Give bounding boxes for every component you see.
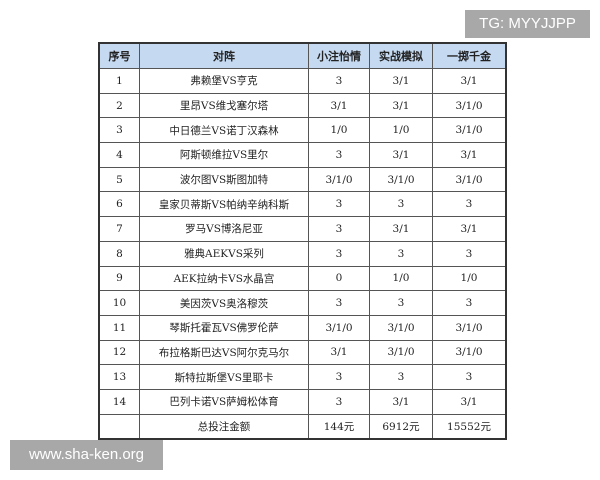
table-cell: 3/1: [369, 142, 433, 168]
table-cell: 12: [98, 339, 140, 366]
table-cell: 3: [308, 191, 370, 218]
table-row: 3 中日德兰VS诺丁汉森林 1/0 1/0 3/1/0: [98, 117, 507, 144]
table-cell: 3/1/0: [432, 117, 507, 144]
table-cell: 3/1/0: [308, 314, 370, 341]
table-cell: 5: [98, 166, 140, 193]
table-cell: 3/1: [369, 68, 433, 94]
table-cell: 巴列卡诺VS萨姆松体育: [139, 388, 309, 415]
column-header: 小注怡情: [308, 42, 370, 69]
table-cell: 3: [308, 388, 370, 415]
table-cell: 弗赖堡VS亨克: [139, 68, 309, 94]
column-header: 一掷千金: [432, 42, 507, 69]
table-row: 4 阿斯顿维拉VS里尔 3 3/1 3/1: [98, 142, 507, 168]
table-cell: 3/1: [432, 68, 507, 94]
table-cell: 13: [98, 364, 140, 390]
table-cell: 里昂VS维戈塞尔塔: [139, 92, 309, 119]
column-header: 实战模拟: [369, 42, 433, 69]
table-cell: 14: [98, 388, 140, 415]
table-cell: 3/1: [369, 388, 433, 415]
table-cell: 3: [308, 142, 370, 168]
table-row: 1 弗赖堡VS亨克 3 3/1 3/1: [98, 68, 507, 94]
table-cell: 3/1/0: [432, 339, 507, 366]
table-cell: 3/1/0: [432, 314, 507, 341]
table-cell: 1/0: [432, 265, 507, 292]
table-cell: 1: [98, 68, 140, 94]
column-header: 序号: [98, 42, 140, 69]
table-row: 7 罗马VS博洛尼亚 3 3/1 3/1: [98, 216, 507, 242]
table-row: 10 美因茨VS奥洛穆茨 3 3 3: [98, 290, 507, 316]
table-cell: 罗马VS博洛尼亚: [139, 216, 309, 242]
table-cell: 7: [98, 216, 140, 242]
table-cell: 2: [98, 92, 140, 119]
table-cell: 1/0: [369, 117, 433, 144]
table-cell: 6912元: [369, 413, 433, 440]
header-row: 序号 对阵 小注怡情 实战模拟 一掷千金: [98, 42, 507, 69]
bet-table: 序号 对阵 小注怡情 实战模拟 一掷千金 1 弗赖堡VS亨克 3 3/1 3/1 2 里昂VS维戈塞…: [98, 42, 507, 441]
table-cell: 美因茨VS奥洛穆茨: [139, 290, 309, 316]
table-cell: 3/1: [432, 216, 507, 242]
table-cell: 3: [369, 364, 433, 390]
table-cell: 144元: [308, 413, 370, 440]
site-watermark: www.sha-ken.org: [10, 440, 163, 470]
table-cell: 15552元: [432, 413, 507, 440]
table-cell: [98, 413, 140, 440]
table-cell: 3: [308, 216, 370, 242]
table-cell: 3: [432, 240, 507, 267]
table-cell: 3: [432, 290, 507, 316]
table-cell: 1/0: [308, 117, 370, 144]
table-cell: 3: [308, 364, 370, 390]
table-cell: 阿斯顿维拉VS里尔: [139, 142, 309, 168]
table-cell: 6: [98, 191, 140, 218]
table-cell: 3/1: [369, 92, 433, 119]
table-cell: 3/1/0: [432, 166, 507, 193]
table-cell: 3/1: [432, 388, 507, 415]
total-row: 总投注金额 144元 6912元 15552元: [98, 413, 507, 440]
table-cell: 皇家贝蒂斯VS帕纳辛纳科斯: [139, 191, 309, 218]
table-row: 2 里昂VS维戈塞尔塔 3/1 3/1 3/1/0: [98, 92, 507, 119]
table-cell: 0: [308, 265, 370, 292]
table-row: 9 AEK拉纳卡VS水晶宫 0 1/0 1/0: [98, 265, 507, 292]
table-row: 6 皇家贝蒂斯VS帕纳辛纳科斯 3 3 3: [98, 191, 507, 218]
table-cell: 琴斯托霍瓦VS佛罗伦萨: [139, 314, 309, 341]
table-cell: 3/1/0: [369, 166, 433, 193]
table-cell: 3: [432, 364, 507, 390]
table-cell: 3/1: [308, 92, 370, 119]
table-cell: 9: [98, 265, 140, 292]
table-cell: 雅典AEKVS采列: [139, 240, 309, 267]
column-header: 对阵: [139, 42, 309, 69]
table-cell: 布拉格斯巴达VS阿尔克马尔: [139, 339, 309, 366]
table-cell: 3: [369, 290, 433, 316]
table-cell: AEK拉纳卡VS水晶宫: [139, 265, 309, 292]
table-cell: 1/0: [369, 265, 433, 292]
table-row: 5 波尔图VS斯图加特 3/1/0 3/1/0 3/1/0: [98, 166, 507, 193]
table-cell: 3: [308, 290, 370, 316]
table-cell: 3: [432, 191, 507, 218]
table-cell: 3: [98, 117, 140, 144]
table-row: 11 琴斯托霍瓦VS佛罗伦萨 3/1/0 3/1/0 3/1/0: [98, 314, 507, 341]
table-cell: 波尔图VS斯图加特: [139, 166, 309, 193]
table-cell: 3/1/0: [369, 339, 433, 366]
table-cell: 总投注金额: [139, 413, 309, 440]
table-cell: 中日德兰VS诺丁汉森林: [139, 117, 309, 144]
table-cell: 3: [308, 68, 370, 94]
table-cell: 3: [369, 240, 433, 267]
table-cell: 斯特拉斯堡VS里耶卡: [139, 364, 309, 390]
tg-watermark: TG: MYYJJPP: [465, 10, 590, 38]
table-cell: 8: [98, 240, 140, 267]
table-cell: 3/1: [308, 339, 370, 366]
table-cell: 4: [98, 142, 140, 168]
table-cell: 10: [98, 290, 140, 316]
table-cell: 3/1/0: [369, 314, 433, 341]
table-row: 8 雅典AEKVS采列 3 3 3: [98, 240, 507, 267]
table-row: 12 布拉格斯巴达VS阿尔克马尔 3/1 3/1/0 3/1/0: [98, 339, 507, 366]
table-row: 13 斯特拉斯堡VS里耶卡 3 3 3: [98, 364, 507, 390]
table-cell: 3/1/0: [308, 166, 370, 193]
table-row: 14 巴列卡诺VS萨姆松体育 3 3/1 3/1: [98, 388, 507, 415]
table-cell: 3: [369, 191, 433, 218]
table-cell: 3/1/0: [432, 92, 507, 119]
table-cell: 3/1: [432, 142, 507, 168]
table-cell: 11: [98, 314, 140, 341]
table-cell: 3: [308, 240, 370, 267]
table-cell: 3/1: [369, 216, 433, 242]
